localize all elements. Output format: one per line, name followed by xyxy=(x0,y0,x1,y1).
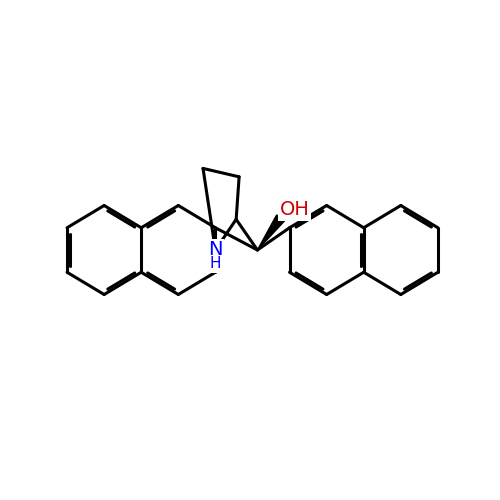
Polygon shape xyxy=(258,215,284,250)
Text: H: H xyxy=(210,256,221,272)
Text: N: N xyxy=(208,240,222,260)
Text: OH: OH xyxy=(280,200,310,219)
